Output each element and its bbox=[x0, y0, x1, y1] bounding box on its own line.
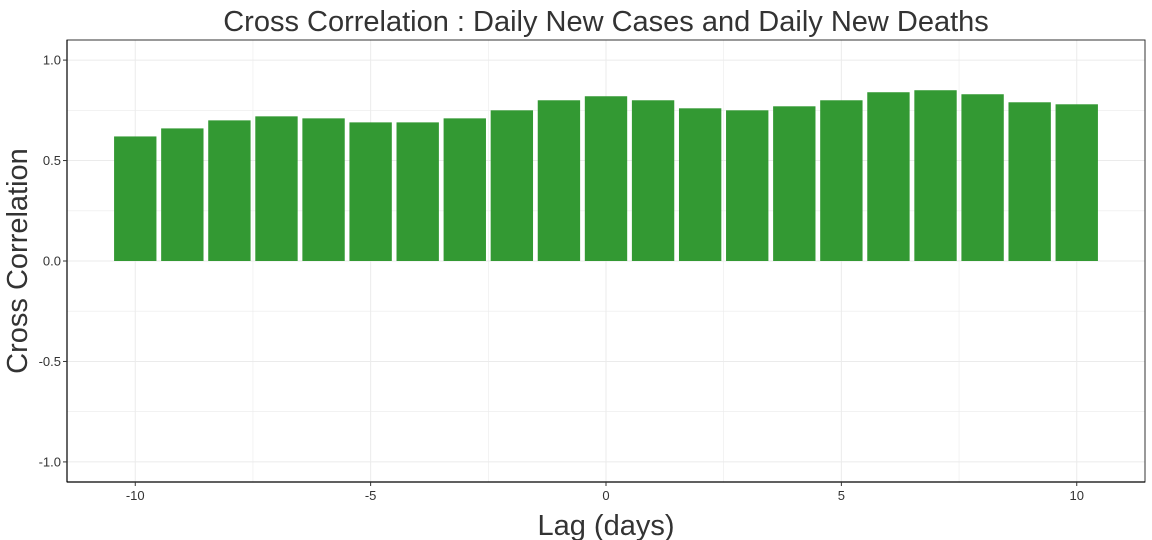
bar bbox=[678, 108, 722, 262]
x-tick-label: 5 bbox=[838, 488, 845, 503]
bar bbox=[255, 116, 298, 261]
bar bbox=[1008, 102, 1051, 261]
bar bbox=[584, 96, 628, 261]
x-axis-ticks: -10 -5 0 5 10 bbox=[126, 482, 1084, 503]
y-tick-label: -0.5 bbox=[39, 354, 61, 369]
bar bbox=[820, 100, 863, 261]
bar bbox=[773, 106, 816, 261]
y-tick-label: 0.5 bbox=[43, 153, 61, 168]
bar bbox=[396, 122, 439, 261]
y-axis-title: Cross Correlation bbox=[2, 148, 34, 374]
bar bbox=[726, 110, 769, 262]
bar bbox=[1055, 104, 1098, 261]
bar bbox=[961, 94, 1004, 261]
bar bbox=[914, 90, 957, 262]
bar bbox=[302, 118, 345, 261]
y-tick-label: 0.0 bbox=[43, 254, 61, 269]
x-tick-label: -5 bbox=[365, 488, 377, 503]
bar bbox=[114, 136, 157, 261]
bars bbox=[114, 90, 1098, 262]
bar bbox=[490, 110, 534, 262]
bar bbox=[208, 120, 251, 261]
x-tick-label: 0 bbox=[602, 488, 609, 503]
y-tick-label: 1.0 bbox=[43, 53, 61, 68]
x-tick-label: 10 bbox=[1070, 488, 1084, 503]
bar bbox=[161, 128, 204, 261]
bar bbox=[537, 100, 581, 261]
bar bbox=[443, 118, 486, 261]
bar bbox=[631, 100, 675, 261]
y-axis-ticks: -1.0 -0.5 0.0 0.5 1.0 bbox=[39, 53, 67, 469]
y-tick-label: -1.0 bbox=[39, 454, 61, 469]
bar bbox=[349, 122, 392, 261]
bar bbox=[867, 92, 910, 262]
chart-title: Cross Correlation : Daily New Cases and … bbox=[223, 6, 989, 38]
x-tick-label: -10 bbox=[126, 488, 145, 503]
x-axis-title: Lag (days) bbox=[537, 510, 674, 540]
